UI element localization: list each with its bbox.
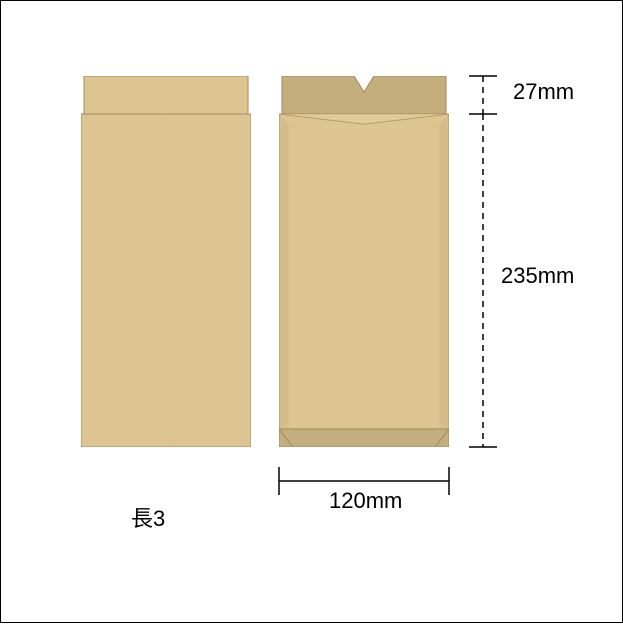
body-height-label: 235mm	[501, 263, 574, 289]
width-label: 120mm	[329, 488, 402, 514]
flap-height-label: 27mm	[513, 79, 574, 105]
envelope-type-label: 長3	[131, 501, 165, 533]
envelope-diagram: 長3 27mm 235mm 120mm	[0, 0, 623, 623]
